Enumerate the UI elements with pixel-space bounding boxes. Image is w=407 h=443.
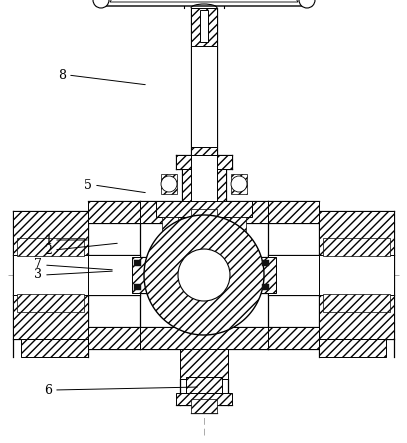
Bar bbox=[268, 255, 319, 295]
Circle shape bbox=[93, 0, 109, 8]
Bar bbox=[88, 255, 140, 295]
Circle shape bbox=[231, 176, 247, 192]
Text: 3: 3 bbox=[34, 268, 42, 281]
Polygon shape bbox=[144, 215, 264, 335]
Bar bbox=[262, 284, 269, 290]
Bar bbox=[21, 339, 88, 357]
Bar bbox=[161, 174, 177, 194]
Bar bbox=[13, 255, 88, 295]
Text: 2: 2 bbox=[44, 244, 52, 256]
Text: 1: 1 bbox=[44, 233, 52, 246]
Circle shape bbox=[178, 249, 230, 301]
Bar bbox=[176, 393, 232, 405]
Bar bbox=[17, 294, 84, 312]
Text: 7: 7 bbox=[34, 259, 42, 272]
Bar bbox=[191, 8, 217, 46]
Bar bbox=[191, 8, 217, 147]
Bar bbox=[319, 339, 386, 357]
Bar bbox=[186, 377, 222, 397]
Bar bbox=[323, 294, 390, 312]
Bar bbox=[17, 238, 84, 256]
Bar bbox=[231, 174, 247, 194]
Bar bbox=[230, 217, 246, 239]
Text: 5: 5 bbox=[84, 179, 92, 191]
Bar bbox=[191, 399, 217, 413]
Bar bbox=[134, 284, 141, 290]
Text: 8: 8 bbox=[58, 69, 66, 82]
Circle shape bbox=[161, 176, 177, 192]
Bar bbox=[260, 257, 276, 293]
Bar bbox=[140, 201, 268, 223]
Polygon shape bbox=[110, 0, 298, 2]
Bar bbox=[13, 211, 88, 339]
Bar bbox=[162, 217, 178, 239]
Bar bbox=[228, 237, 248, 247]
Bar bbox=[88, 201, 140, 223]
Bar bbox=[191, 155, 217, 209]
Bar bbox=[132, 257, 148, 293]
Bar bbox=[180, 349, 228, 379]
Bar bbox=[140, 327, 268, 349]
Bar bbox=[319, 211, 394, 339]
Bar bbox=[182, 169, 226, 209]
Bar bbox=[88, 327, 140, 349]
Bar bbox=[160, 237, 180, 247]
Bar bbox=[319, 255, 394, 295]
Circle shape bbox=[299, 0, 315, 8]
Polygon shape bbox=[96, 0, 312, 6]
Bar bbox=[191, 209, 217, 249]
Bar bbox=[268, 327, 319, 349]
Bar bbox=[156, 201, 252, 217]
Bar bbox=[134, 260, 141, 266]
Text: 6: 6 bbox=[44, 384, 52, 396]
Bar bbox=[268, 201, 319, 223]
Bar bbox=[200, 10, 208, 42]
Bar bbox=[176, 155, 232, 169]
Bar bbox=[262, 260, 269, 266]
Bar bbox=[191, 147, 217, 155]
Bar bbox=[323, 238, 390, 256]
